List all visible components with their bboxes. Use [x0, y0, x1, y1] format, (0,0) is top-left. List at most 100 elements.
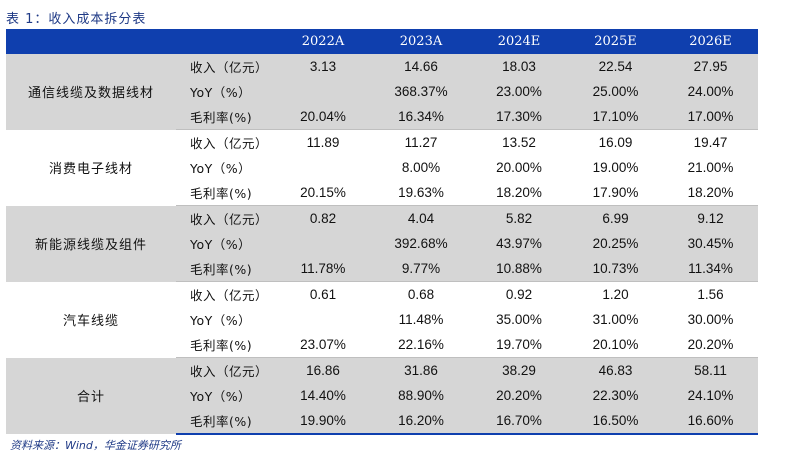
value-cell: 5.82	[470, 205, 568, 231]
metric-label: 毛利率(%)	[176, 104, 274, 130]
segment-group: 汽车线缆 收入（亿元） 0.61 0.68 0.92 1.20 1.56 YoY（%） 11.4…	[6, 281, 758, 358]
value-cell: 24.00%	[663, 79, 758, 104]
value-cell: 35.00%	[470, 307, 568, 332]
metric-label: YoY（%）	[176, 231, 274, 256]
metric-label: 收入（亿元）	[176, 129, 274, 155]
value-cell: 9.12	[663, 205, 758, 231]
value-cell: 19.70%	[470, 332, 568, 358]
value-cell: 27.95	[663, 54, 758, 79]
segment-group: 新能源线缆及组件 收入（亿元） 0.82 4.04 5.82 6.99 9.12 YoY（%）…	[6, 205, 758, 282]
metric-label: YoY（%）	[176, 79, 274, 104]
header-segment	[6, 29, 176, 54]
value-cell: 368.37%	[372, 79, 470, 104]
table-row: YoY（%） 8.00% 20.00% 19.00% 21.00%	[6, 155, 758, 180]
metric-label: YoY（%）	[176, 383, 274, 408]
value-cell: 11.48%	[372, 307, 470, 332]
value-cell: 18.20%	[470, 180, 568, 206]
header-2024e: 2024E	[470, 29, 568, 54]
value-cell: 11.27	[372, 129, 470, 155]
table-row: YoY（%） 392.68% 43.97% 20.25% 30.45%	[6, 231, 758, 256]
value-cell: 13.52	[470, 129, 568, 155]
value-cell: 20.20%	[470, 383, 568, 408]
table-row: 毛利率(%) 19.90% 16.20% 16.70% 16.50% 16.60%	[6, 408, 758, 435]
value-cell: 11.89	[274, 129, 372, 155]
source-note: 资料来源：Wind，华金证券研究所	[10, 439, 181, 452]
value-cell: 20.00%	[470, 155, 568, 180]
value-cell: 0.92	[470, 281, 568, 307]
value-cell: 46.83	[568, 357, 663, 383]
value-cell: 0.82	[274, 205, 372, 231]
value-cell: 24.10%	[663, 383, 758, 408]
value-cell: 14.66	[372, 54, 470, 79]
value-cell: 4.04	[372, 205, 470, 231]
metric-label: 毛利率(%)	[176, 332, 274, 358]
value-cell: 31.00%	[568, 307, 663, 332]
value-cell: 392.68%	[372, 231, 470, 256]
value-cell: 0.68	[372, 281, 470, 307]
table-row: 通信线缆及数据线材 收入（亿元） 3.13 14.66 18.03 22.54 27.95	[6, 54, 758, 130]
metric-label: 毛利率(%)	[176, 408, 274, 435]
value-cell: 16.86	[274, 357, 372, 383]
value-cell: 20.04%	[274, 104, 372, 130]
value-cell: 17.00%	[663, 104, 758, 130]
table-row: 消费电子线材 收入（亿元） 11.89 11.27 13.52 16.09 19.47	[6, 129, 758, 206]
value-cell: 17.90%	[568, 180, 663, 206]
value-cell: 19.90%	[274, 408, 372, 435]
table-row: 毛利率(%) 23.07% 22.16% 19.70% 20.10% 20.20%	[6, 332, 758, 358]
value-cell: 30.00%	[663, 307, 758, 332]
value-cell	[274, 155, 372, 180]
metric-label: 收入（亿元）	[176, 205, 274, 231]
segment-group: 消费电子线材 收入（亿元） 11.89 11.27 13.52 16.09 19.47 YoY…	[6, 129, 758, 206]
revenue-cost-table: 2022A 2023A 2024E 2025E 2026E 通信线缆及数据线材收…	[6, 29, 758, 435]
value-cell: 16.60%	[663, 408, 758, 435]
metric-label: 毛利率(%)	[176, 180, 274, 206]
value-cell: 23.00%	[470, 79, 568, 104]
table-row: 毛利率(%) 20.04% 16.34% 17.30% 17.10% 17.00%	[6, 104, 758, 130]
header-2022a: 2022A	[274, 29, 372, 54]
table-row: YoY（%） 14.40% 88.90% 20.20% 22.30% 24.10%	[6, 383, 758, 408]
value-cell: 19.47	[663, 129, 758, 155]
value-cell: 19.00%	[568, 155, 663, 180]
table-row: YoY（%） 11.48% 35.00% 31.00% 30.00%	[6, 307, 758, 332]
value-cell: 20.10%	[568, 332, 663, 358]
value-cell: 18.03	[470, 54, 568, 79]
segment-name: 新能源线缆及组件	[6, 205, 176, 282]
value-cell: 20.15%	[274, 180, 372, 206]
value-cell: 0.61	[274, 281, 372, 307]
header-2025e: 2025E	[568, 29, 663, 54]
metric-label: 收入（亿元）	[176, 357, 274, 383]
value-cell: 20.25%	[568, 231, 663, 256]
value-cell: 17.30%	[470, 104, 568, 130]
value-cell	[274, 307, 372, 332]
value-cell: 16.09	[568, 129, 663, 155]
value-cell: 10.73%	[568, 256, 663, 282]
value-cell: 20.20%	[663, 332, 758, 358]
segment-name: 通信线缆及数据线材	[6, 54, 176, 130]
value-cell: 6.99	[568, 205, 663, 231]
value-cell: 22.16%	[372, 332, 470, 358]
table-row: 新能源线缆及组件 收入（亿元） 0.82 4.04 5.82 6.99 9.12	[6, 205, 758, 282]
value-cell: 21.00%	[663, 155, 758, 180]
value-cell: 11.78%	[274, 256, 372, 282]
metric-label: 收入（亿元）	[176, 281, 274, 307]
value-cell: 22.30%	[568, 383, 663, 408]
value-cell: 16.50%	[568, 408, 663, 435]
header-2023a: 2023A	[372, 29, 470, 54]
value-cell: 14.40%	[274, 383, 372, 408]
value-cell: 58.11	[663, 357, 758, 383]
table-row: 合计 收入（亿元） 16.86 31.86 38.29 46.83 58.11	[6, 357, 758, 434]
segment-name: 汽车线缆	[6, 281, 176, 358]
value-cell: 3.13	[274, 54, 372, 79]
value-cell: 23.07%	[274, 332, 372, 358]
table-row: YoY（%） 368.37% 23.00% 25.00% 24.00%	[6, 79, 758, 104]
segment-name: 消费电子线材	[6, 129, 176, 206]
segment-name: 合计	[6, 357, 176, 434]
table-row: 毛利率(%) 11.78% 9.77% 10.88% 10.73% 11.34%	[6, 256, 758, 282]
table-row: 汽车线缆 收入（亿元） 0.61 0.68 0.92 1.20 1.56	[6, 281, 758, 358]
header-metric	[176, 29, 274, 54]
segment-group: 合计 收入（亿元） 16.86 31.86 38.29 46.83 58.11 YoY（%） 1…	[6, 357, 758, 435]
value-cell: 19.63%	[372, 180, 470, 206]
metric-label: 收入（亿元）	[176, 54, 274, 79]
value-cell: 9.77%	[372, 256, 470, 282]
value-cell: 1.56	[663, 281, 758, 307]
